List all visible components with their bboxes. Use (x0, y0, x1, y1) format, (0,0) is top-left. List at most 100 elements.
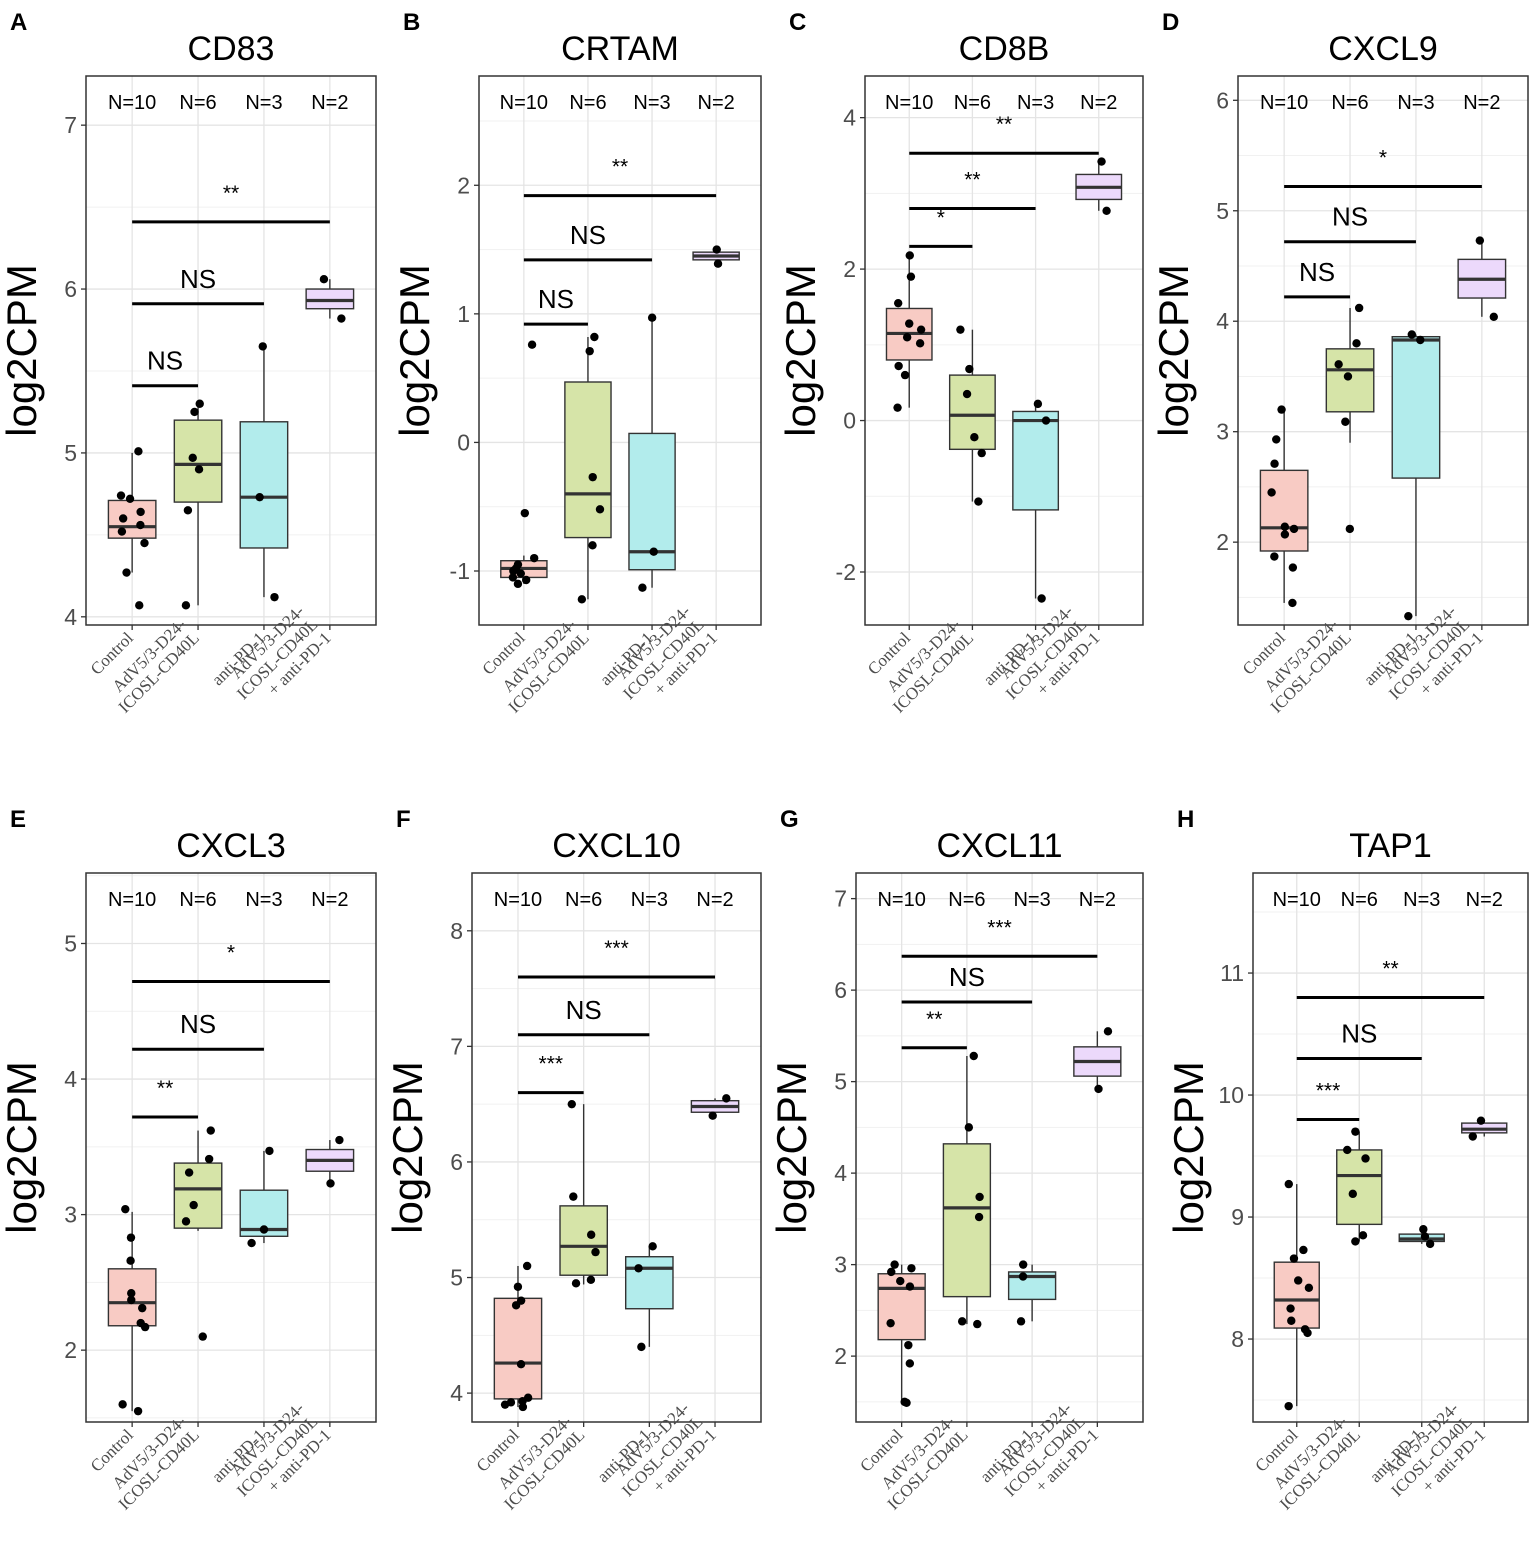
data-point[interactable] (136, 520, 145, 530)
data-point[interactable] (183, 506, 193, 515)
data-point[interactable] (1284, 1179, 1293, 1189)
data-point[interactable] (1420, 1232, 1430, 1241)
data-point[interactable] (708, 1111, 717, 1120)
data-point[interactable] (1352, 339, 1361, 348)
data-point[interactable] (588, 472, 597, 482)
data-point[interactable] (1016, 1317, 1026, 1326)
data-point[interactable] (1288, 598, 1297, 608)
data-point[interactable] (900, 370, 910, 380)
data-point[interactable] (1280, 522, 1290, 531)
data-point[interactable] (975, 1192, 984, 1202)
data-point[interactable] (1270, 459, 1279, 468)
box-iqr[interactable] (564, 381, 612, 539)
data-point[interactable] (126, 1233, 136, 1242)
data-point[interactable] (586, 1230, 596, 1239)
data-point[interactable] (647, 313, 657, 322)
data-point[interactable] (1354, 303, 1364, 313)
data-point[interactable] (588, 541, 597, 550)
data-point[interactable] (905, 251, 914, 260)
data-point[interactable] (188, 453, 197, 463)
data-point[interactable] (905, 1359, 915, 1368)
data-point[interactable] (118, 514, 128, 523)
box-iqr[interactable] (628, 432, 676, 571)
data-point[interactable] (585, 346, 594, 356)
box-iqr[interactable] (493, 1297, 543, 1400)
data-point[interactable] (1033, 399, 1043, 409)
data-point[interactable] (902, 333, 912, 342)
data-point[interactable] (1404, 611, 1413, 621)
box-iqr[interactable] (1391, 335, 1441, 479)
data-point[interactable] (181, 1217, 191, 1226)
data-point[interactable] (970, 433, 979, 442)
data-point[interactable] (189, 1200, 198, 1210)
data-point[interactable] (1343, 1145, 1352, 1155)
data-point[interactable] (1280, 530, 1290, 539)
data-point[interactable] (125, 494, 135, 504)
data-point[interactable] (190, 407, 199, 417)
data-point[interactable] (513, 579, 523, 589)
data-point[interactable] (1041, 416, 1051, 425)
data-point[interactable] (1103, 1027, 1113, 1036)
data-point[interactable] (521, 575, 531, 585)
data-point[interactable] (893, 298, 903, 308)
box-iqr[interactable] (559, 1205, 609, 1276)
data-point[interactable] (1343, 372, 1353, 381)
box-iqr[interactable] (1259, 469, 1309, 552)
data-point[interactable] (1348, 1189, 1358, 1199)
box-iqr[interactable] (942, 1143, 992, 1298)
data-point[interactable] (194, 465, 204, 474)
data-point[interactable] (247, 1238, 256, 1248)
data-point[interactable] (1286, 1304, 1295, 1313)
data-point[interactable] (337, 314, 346, 323)
data-point[interactable] (181, 601, 191, 610)
box-iqr[interactable] (239, 421, 289, 549)
data-point[interactable] (204, 1154, 214, 1164)
data-point[interactable] (1287, 1316, 1296, 1325)
data-point[interactable] (1267, 488, 1276, 497)
data-point[interactable] (957, 1317, 967, 1326)
data-point[interactable] (977, 448, 986, 458)
data-point[interactable] (133, 1406, 143, 1416)
data-point[interactable] (335, 1135, 344, 1145)
data-point[interactable] (1416, 335, 1425, 345)
data-point[interactable] (1284, 1401, 1293, 1411)
data-point[interactable] (134, 447, 143, 456)
data-point[interactable] (1270, 552, 1279, 561)
data-point[interactable] (184, 1168, 194, 1177)
data-point[interactable] (140, 538, 149, 548)
data-point[interactable] (916, 325, 926, 334)
data-point[interactable] (649, 547, 658, 556)
data-point[interactable] (195, 399, 204, 408)
data-point[interactable] (259, 1225, 269, 1234)
box-iqr[interactable] (1325, 348, 1375, 413)
box-iqr[interactable] (173, 1162, 223, 1229)
box-iqr[interactable] (305, 288, 355, 310)
data-point[interactable] (648, 1242, 657, 1251)
data-point[interactable] (893, 403, 902, 412)
data-point[interactable] (1475, 236, 1485, 245)
data-point[interactable] (1351, 1237, 1360, 1246)
data-point[interactable] (1407, 330, 1416, 339)
data-point[interactable] (518, 1402, 528, 1412)
data-point[interactable] (135, 601, 144, 610)
data-point[interactable] (962, 389, 972, 399)
data-point[interactable] (637, 1342, 646, 1352)
data-point[interactable] (126, 1256, 135, 1265)
data-point[interactable] (1277, 405, 1286, 414)
data-point[interactable] (896, 1276, 905, 1286)
data-point[interactable] (974, 497, 983, 506)
data-point[interactable] (516, 1360, 526, 1369)
data-point[interactable] (265, 1146, 274, 1156)
data-point[interactable] (906, 272, 916, 281)
data-point[interactable] (1289, 524, 1299, 534)
data-point[interactable] (567, 1099, 576, 1109)
data-point[interactable] (887, 1267, 896, 1277)
data-point[interactable] (1018, 1260, 1028, 1269)
data-point[interactable] (713, 259, 723, 268)
data-point[interactable] (964, 1123, 974, 1132)
data-point[interactable] (258, 342, 267, 351)
data-point[interactable] (915, 339, 925, 348)
data-point[interactable] (136, 507, 145, 517)
data-point[interactable] (1037, 594, 1046, 603)
data-point[interactable] (974, 1212, 984, 1222)
